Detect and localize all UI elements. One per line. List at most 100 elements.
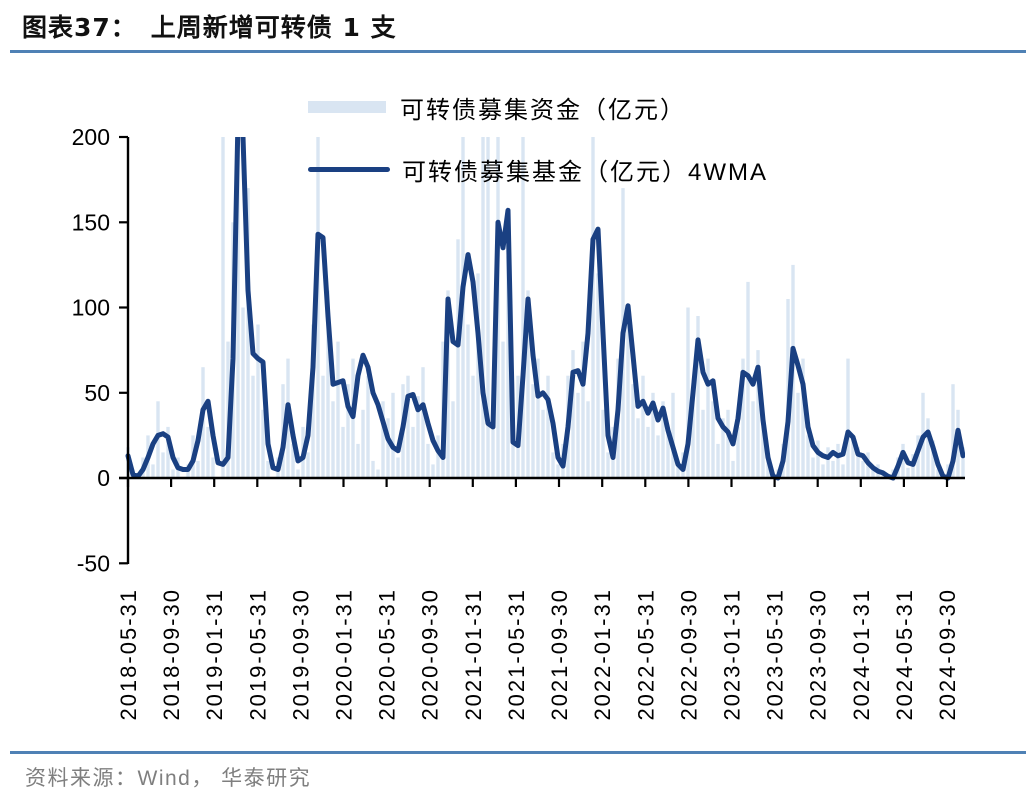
bar: [511, 435, 515, 478]
y-tick-label: 200: [72, 124, 110, 150]
bar: [901, 443, 905, 478]
bar: [731, 460, 735, 478]
bar: [446, 290, 450, 478]
bar: [521, 137, 525, 478]
bar: [676, 460, 680, 478]
bar: [606, 452, 610, 478]
bar: [291, 443, 295, 478]
x-tick-label: 2022-01-31: [590, 588, 615, 721]
bar: [306, 452, 310, 478]
bar: [211, 457, 215, 478]
bar: [471, 375, 475, 478]
bar: [421, 367, 425, 478]
x-tick-label: 2020-09-30: [418, 588, 443, 721]
bar: [671, 392, 675, 479]
bar: [261, 409, 265, 478]
bar: [551, 452, 555, 478]
bar: [256, 324, 260, 478]
source-note: 资料来源：Wind， 华泰研究: [25, 767, 312, 790]
bar: [251, 375, 255, 478]
legend-label-line: 可转债募集基金（亿元）4WMA: [402, 158, 768, 186]
bar: [601, 409, 605, 478]
bar: [716, 443, 720, 478]
bar: [536, 358, 540, 478]
x-tick-label: 2018-05-31: [116, 588, 141, 721]
bar: [951, 384, 955, 478]
x-tick-label: 2022-05-31: [633, 588, 658, 721]
bar: [586, 401, 590, 478]
bar: [366, 375, 370, 478]
bar: [371, 460, 375, 478]
bar: [871, 469, 875, 478]
bar: [526, 290, 530, 478]
bar: [456, 239, 460, 478]
bar: [926, 418, 930, 478]
x-tick-label: 2024-09-30: [935, 588, 960, 721]
bar: [651, 392, 655, 479]
bar: [591, 137, 595, 478]
y-tick-label: 0: [97, 465, 110, 491]
bar: [476, 273, 480, 478]
bar: [736, 426, 740, 478]
bar-swatch-icon: [308, 101, 386, 113]
x-tick-label: 2019-09-30: [288, 588, 313, 721]
bar: [451, 401, 455, 478]
bar: [706, 358, 710, 478]
x-tick-label: 2023-01-31: [720, 588, 745, 721]
legend-label-bars: 可转债募集资金（亿元）: [400, 96, 686, 124]
bar: [376, 469, 380, 478]
x-tick-label: 2023-05-31: [763, 588, 788, 721]
bar: [841, 464, 845, 478]
bar: [931, 440, 935, 478]
chart-legend: 可转债募集资金（亿元） 可转债募集基金（亿元）4WMA: [308, 92, 768, 216]
bottom-rule: [10, 751, 1026, 754]
bar: [391, 392, 395, 479]
bar: [581, 341, 585, 478]
bar: [836, 443, 840, 478]
bar: [171, 469, 175, 478]
bar: [656, 435, 660, 478]
bar: [426, 443, 430, 478]
bar: [411, 426, 415, 478]
bar: [936, 469, 940, 478]
bar: [826, 447, 830, 478]
x-tick-label: 2024-01-31: [849, 588, 874, 721]
bar: [691, 392, 695, 479]
bar: [356, 443, 360, 478]
bar: [661, 401, 665, 478]
line-swatch-icon: [308, 166, 390, 172]
bar: [766, 460, 770, 478]
bar: [506, 256, 510, 478]
bar: [711, 401, 715, 478]
bar: [266, 460, 270, 478]
x-tick-label: 2021-09-30: [547, 588, 572, 721]
bar: [161, 452, 165, 478]
bar: [406, 375, 410, 478]
bar: [801, 358, 805, 478]
bar: [326, 290, 330, 478]
bar: [396, 457, 400, 478]
bar: [851, 435, 855, 478]
bar: [546, 375, 550, 478]
bar: [726, 409, 730, 478]
bar: [151, 464, 155, 478]
bar: [241, 307, 245, 478]
bar: [636, 418, 640, 478]
y-tick-label: -50: [77, 550, 110, 576]
bar: [466, 324, 470, 478]
bar: [221, 137, 225, 478]
bar: [696, 316, 700, 478]
legend-item-line: 可转债募集基金（亿元）4WMA: [308, 154, 768, 186]
bar: [686, 307, 690, 478]
bar: [631, 384, 635, 478]
x-tick-label: 2022-09-30: [676, 588, 701, 721]
figure-label: 图表37：: [22, 13, 137, 42]
bar: [961, 447, 965, 478]
wma-line: [125, 137, 965, 481]
bar: [296, 469, 300, 478]
y-tick-label: 100: [72, 295, 110, 321]
bar: [486, 137, 490, 478]
x-tick-label: 2019-01-31: [202, 588, 227, 721]
bar: [361, 409, 365, 478]
bar: [596, 273, 600, 478]
